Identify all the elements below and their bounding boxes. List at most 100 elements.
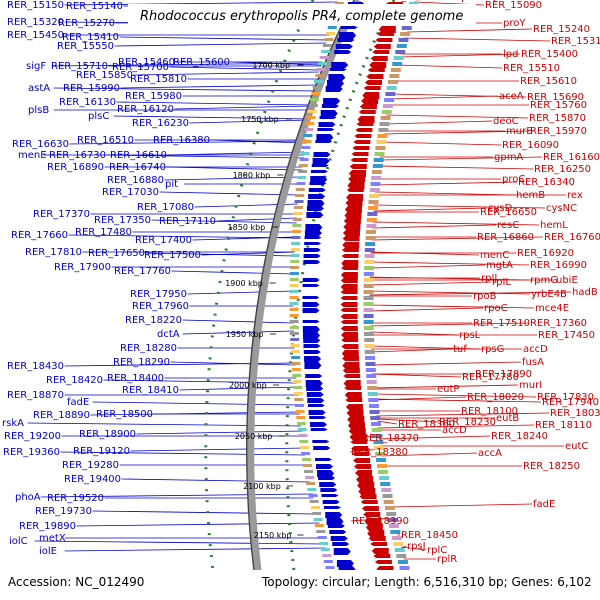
gene-label-reverse[interactable]: RER_16920 <box>517 248 574 259</box>
gene-label-forward[interactable]: RER_19400 <box>64 474 121 485</box>
gene-label-reverse[interactable]: RER_18230 <box>439 417 496 428</box>
gene-label-reverse[interactable]: RER_15310 <box>551 36 600 47</box>
gene-label-reverse[interactable]: RER_17890 <box>475 369 532 380</box>
gene-label-reverse[interactable]: eutC <box>565 441 588 452</box>
gene-label-forward[interactable]: RER_17110 <box>159 216 216 227</box>
gene-label-reverse[interactable]: RER_18370 <box>362 433 419 444</box>
gene-label-forward[interactable]: RER_16880 <box>107 175 164 186</box>
gene-label-forward[interactable]: RER_18420 <box>46 375 103 386</box>
gene-label-reverse[interactable]: RER_18250 <box>523 461 580 472</box>
gene-label-reverse[interactable]: rpoC <box>484 303 508 314</box>
gene-label-reverse[interactable]: deoC <box>493 116 519 127</box>
gene-label-reverse[interactable]: yrbE4B <box>531 289 567 300</box>
gene-label-forward[interactable]: astA <box>28 83 50 94</box>
gene-label-reverse[interactable]: RER_15610 <box>520 76 577 87</box>
gene-label-forward[interactable]: pit <box>165 179 178 190</box>
gene-label-reverse[interactable]: hemB <box>516 190 545 201</box>
gene-label-forward[interactable]: RER_19730 <box>35 506 92 517</box>
gene-label-forward[interactable]: RER_17400 <box>135 235 192 246</box>
gene-label-forward[interactable]: RER_16740 <box>109 162 166 173</box>
gene-label-forward[interactable]: RER_16630 <box>12 139 69 150</box>
gene-label-reverse[interactable]: proC <box>502 174 525 185</box>
gene-label-reverse[interactable]: RER_18390 <box>352 516 409 527</box>
gene-label-reverse[interactable]: RER_18020 <box>467 392 524 403</box>
gene-label-forward[interactable]: RER_18410 <box>122 385 179 396</box>
gene-label-forward[interactable]: dctA <box>157 329 180 340</box>
gene-label-reverse[interactable]: proY <box>503 18 526 29</box>
gene-label-forward[interactable]: RER_17760 <box>114 266 171 277</box>
gene-label-reverse[interactable]: accA <box>478 448 502 459</box>
gene-label-forward[interactable]: plsC <box>88 111 109 122</box>
gene-label-reverse[interactable]: mgtA <box>486 260 513 271</box>
gene-label-forward[interactable]: RER_15980 <box>125 91 182 102</box>
gene-label-reverse[interactable]: RER_15870 <box>529 113 586 124</box>
gene-label-reverse[interactable]: RER_17780 <box>462 372 519 383</box>
gene-label-forward[interactable]: fadE <box>67 397 89 408</box>
gene-label-forward[interactable]: RER_16380 <box>153 135 210 146</box>
gene-label-reverse[interactable]: hadB <box>572 287 598 298</box>
gene-label-forward[interactable]: iolC <box>9 536 28 547</box>
gene-label-forward[interactable]: RER_19200 <box>4 431 61 442</box>
gene-label-forward[interactable]: RER_16230 <box>132 118 189 129</box>
gene-label-reverse[interactable]: RER_18100 <box>461 406 518 417</box>
gene-label-reverse[interactable]: cysD <box>488 203 513 214</box>
gene-label-reverse[interactable]: rex <box>567 190 583 201</box>
gene-label-reverse[interactable]: RER_16250 <box>534 164 591 175</box>
gene-label-reverse[interactable]: rplD <box>457 0 478 3</box>
gene-label-forward[interactable]: RER_16610 <box>110 150 167 161</box>
gene-label-forward[interactable]: menE <box>18 150 47 161</box>
gene-label-reverse[interactable]: ubiE <box>556 275 578 286</box>
gene-label-reverse[interactable]: RER_16340 <box>518 177 575 188</box>
gene-label-forward[interactable]: RER_17350 <box>94 215 151 226</box>
gene-label-forward[interactable]: sigF <box>26 61 46 72</box>
gene-label-reverse[interactable]: gpmA <box>494 152 523 163</box>
gene-label-reverse[interactable]: RER_15510 <box>503 63 560 74</box>
gene-label-forward[interactable]: RER_15140 <box>66 1 123 12</box>
gene-label-forward[interactable]: RER_15810 <box>130 74 187 85</box>
gene-label-forward[interactable]: RER_16510 <box>77 135 134 146</box>
gene-label-forward[interactable]: RER_15450 <box>7 30 64 41</box>
gene-label-reverse[interactable]: aceA <box>499 91 524 102</box>
gene-label-forward[interactable]: RER_18890 <box>33 410 90 421</box>
gene-label-reverse[interactable]: fusA <box>522 357 544 368</box>
gene-label-reverse[interactable]: RER_17360 <box>530 318 587 329</box>
gene-label-reverse[interactable]: RER_16860 <box>477 232 534 243</box>
gene-label-reverse[interactable]: RER_16160 <box>543 152 600 163</box>
gene-label-reverse[interactable]: rpmG <box>530 275 558 286</box>
gene-label-forward[interactable]: RER_18280 <box>120 343 177 354</box>
gene-label-reverse[interactable]: RER_17510 <box>473 318 530 329</box>
gene-label-forward[interactable]: RER_15410 <box>62 32 119 43</box>
gene-label-forward[interactable]: RER_17500 <box>144 250 201 261</box>
gene-label-forward[interactable]: RER_17030 <box>102 187 159 198</box>
gene-label-forward[interactable]: plsB <box>28 105 49 116</box>
gene-label-forward[interactable]: rskA <box>2 418 24 429</box>
gene-label-reverse[interactable]: rpIJ <box>481 273 497 284</box>
gene-label-reverse[interactable]: rpoB <box>473 291 497 302</box>
gene-label-reverse[interactable]: eutP <box>437 384 459 395</box>
gene-label-reverse[interactable]: rplW <box>489 0 512 3</box>
gene-label-reverse[interactable]: eutB <box>496 413 519 424</box>
gene-label-reverse[interactable]: mce4E <box>535 303 569 314</box>
gene-label-forward[interactable]: RER_15150 <box>7 0 64 11</box>
gene-label-forward[interactable]: iolE <box>39 546 57 557</box>
gene-label-forward[interactable]: RER_15600 <box>173 57 230 68</box>
gene-label-forward[interactable]: RER_17080 <box>137 202 194 213</box>
gene-label-reverse[interactable]: rpsG <box>481 344 504 355</box>
gene-label-forward[interactable]: RER_18500 <box>96 409 153 420</box>
gene-label-forward[interactable]: RER_15460 <box>118 57 175 68</box>
gene-label-reverse[interactable]: RER_17940 <box>542 397 599 408</box>
gene-label-reverse[interactable]: lpd <box>503 49 518 60</box>
gene-label-reverse[interactable]: RER_17830 <box>537 392 594 403</box>
gene-label-forward[interactable]: RER_17650 <box>88 248 145 259</box>
gene-label-reverse[interactable]: RER_15690 <box>527 92 584 103</box>
gene-label-reverse[interactable]: RER_17450 <box>538 330 595 341</box>
gene-label-forward[interactable]: RER_17900 <box>54 262 111 273</box>
gene-label-forward[interactable]: RER_17950 <box>130 289 187 300</box>
gene-label-reverse[interactable]: fadE <box>533 499 555 510</box>
gene-label-forward[interactable]: RER_18400 <box>107 373 164 384</box>
gene-label-forward[interactable]: RER_18870 <box>7 390 64 401</box>
gene-label-reverse[interactable]: RER_15970 <box>530 126 587 137</box>
gene-label-reverse[interactable]: RER_16990 <box>530 260 587 271</box>
gene-label-reverse[interactable]: RER_16090 <box>502 140 559 151</box>
gene-label-forward[interactable]: RER_15550 <box>57 41 114 52</box>
